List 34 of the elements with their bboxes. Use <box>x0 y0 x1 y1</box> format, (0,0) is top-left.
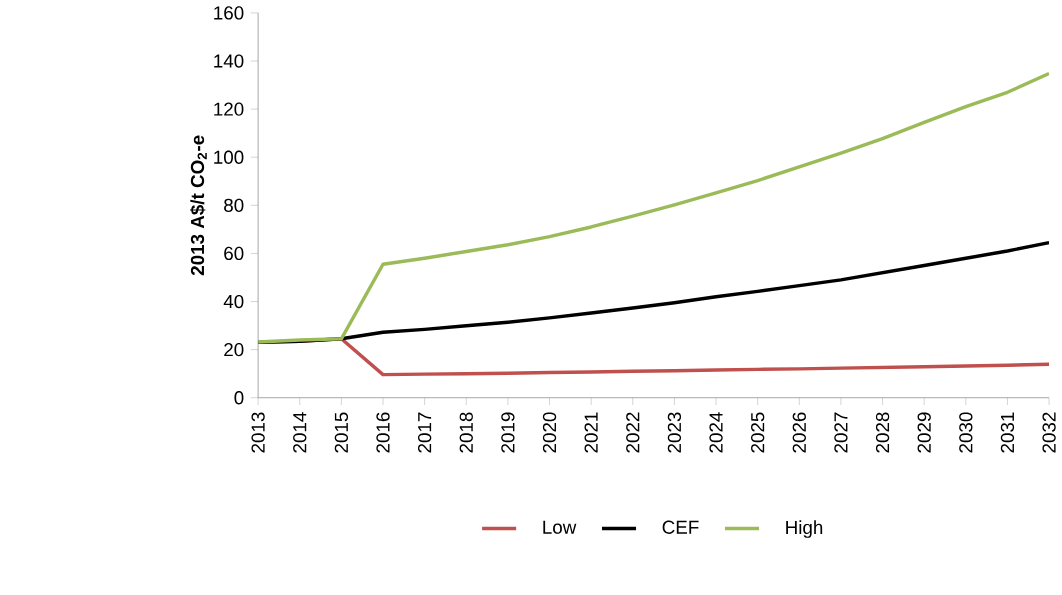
x-tick-label: 2014 <box>293 412 307 453</box>
y-tick-label: 100 <box>214 150 244 164</box>
x-tick-label: 2024 <box>709 412 723 453</box>
x-tick-label: 2019 <box>501 412 515 453</box>
y-tick-label: 80 <box>224 198 244 213</box>
x-tick-label: 2018 <box>459 412 473 453</box>
y-tick-label: 40 <box>223 294 244 309</box>
x-tick-label: 2030 <box>959 412 973 453</box>
x-tick-label: 2028 <box>875 412 890 453</box>
y-tick-label: 160 <box>214 6 244 20</box>
x-tick-label: 2023 <box>667 412 682 453</box>
x-tick-label: 2031 <box>1000 412 1015 453</box>
x-tick-label: 2017 <box>417 412 432 453</box>
x-tick-label: 2013 <box>251 412 265 453</box>
x-tick-label: 2022 <box>626 412 640 453</box>
x-tick-label: 2026 <box>792 412 806 453</box>
y-tick-label: 20 <box>224 343 244 357</box>
x-tick-label: 2027 <box>834 412 848 453</box>
y-axis-title: 2013 A$/t CO$_{2}$-e <box>190 135 207 276</box>
y-tick-label: 60 <box>224 246 244 261</box>
x-tick-label: 2016 <box>376 412 390 453</box>
x-tick-label: 2015 <box>334 412 349 453</box>
legend-label: High <box>786 520 823 538</box>
x-tick-label: 2029 <box>917 412 931 453</box>
x-tick-label: 2021 <box>584 412 598 453</box>
x-tick-label: 2032 <box>1042 412 1056 453</box>
x-tick-label: 2020 <box>542 412 557 453</box>
y-tick-label: 0 <box>234 391 244 405</box>
y-tick-label: 140 <box>214 54 244 68</box>
legend-label: CEF <box>662 520 699 534</box>
line-series <box>258 71 1050 344</box>
legend-label: Low <box>543 520 577 534</box>
x-tick-label: 2025 <box>751 412 765 453</box>
y-tick-label: 120 <box>214 102 244 116</box>
